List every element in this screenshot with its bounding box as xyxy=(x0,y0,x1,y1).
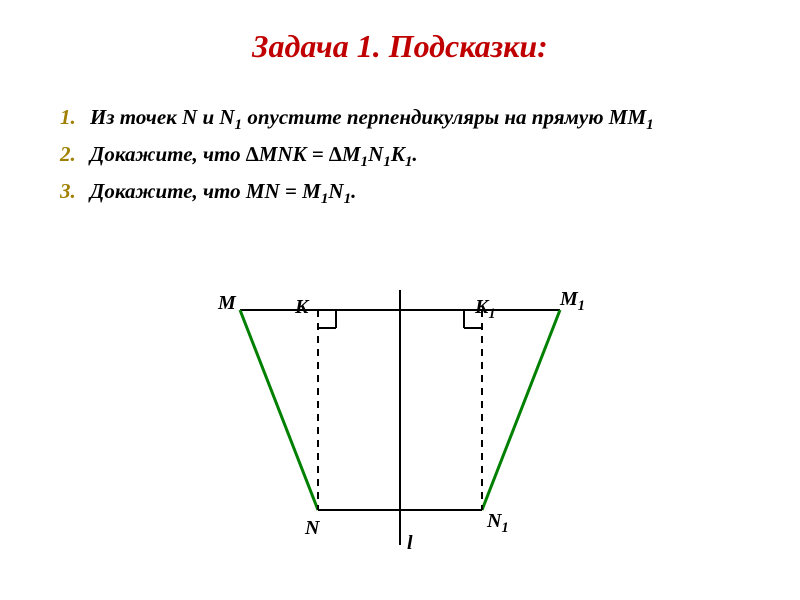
hint-number: 3. xyxy=(60,179,90,208)
hint-text: Из точек N и N1 опустите перпендикуляры … xyxy=(90,105,654,134)
point-label-M1: M1 xyxy=(560,288,585,315)
geometry-diagram: M K K1 M1 N N1 l xyxy=(200,290,600,570)
hint-item: 2.Докажите, что ∆MNK = ∆M1N1K1. xyxy=(60,142,750,171)
hint-text: Докажите, что ∆MNK = ∆M1N1K1. xyxy=(90,142,418,171)
hint-item: 1.Из точек N и N1 опустите перпендикуляр… xyxy=(60,105,750,134)
point-label-K1: K1 xyxy=(475,296,496,323)
diagram-svg xyxy=(200,290,600,570)
hint-item: 3.Докажите, что MN = M1N1. xyxy=(60,179,750,208)
point-label-l: l xyxy=(407,532,413,555)
page-title: Задача 1. Подсказки: xyxy=(0,0,800,65)
point-label-N: N xyxy=(305,517,319,540)
point-label-M: M xyxy=(218,292,236,315)
point-label-K: K xyxy=(295,296,308,319)
point-label-N1: N1 xyxy=(487,510,509,537)
hints-list: 1.Из точек N и N1 опустите перпендикуляр… xyxy=(0,65,800,209)
hint-text: Докажите, что MN = M1N1. xyxy=(90,179,356,208)
hint-number: 2. xyxy=(60,142,90,171)
hint-number: 1. xyxy=(60,105,90,134)
